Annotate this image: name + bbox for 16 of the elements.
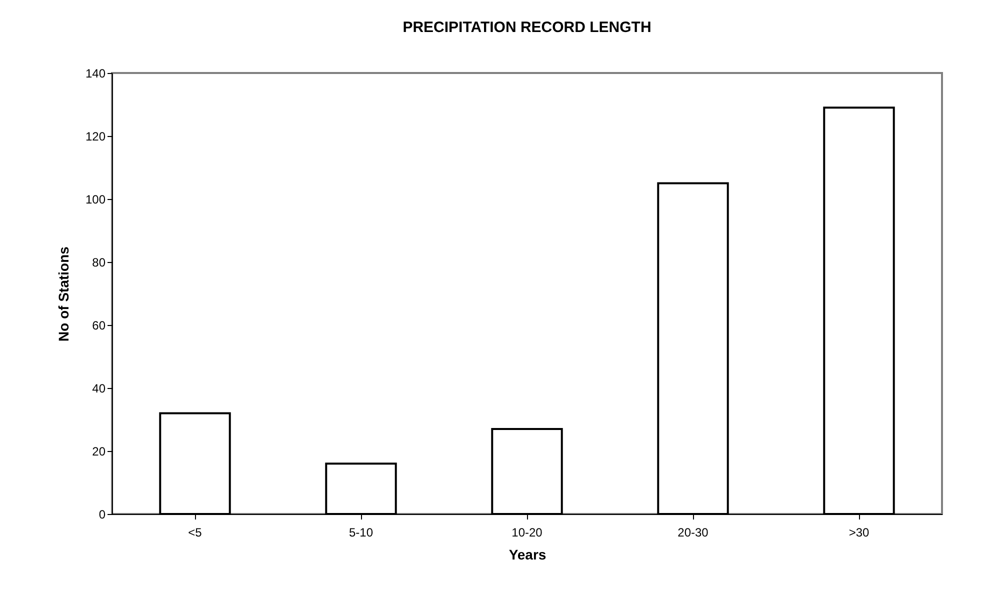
y-tick-label: 140 (85, 66, 106, 80)
x-tick-label: >30 (848, 526, 870, 540)
x-tick-label: <5 (188, 526, 202, 540)
y-tick-label: 120 (85, 130, 106, 144)
x-axis-title: Years (508, 546, 546, 562)
x-tick-label: 5-10 (348, 526, 374, 540)
x-tick-label: 20-30 (678, 526, 709, 540)
y-tick-label: 60 (92, 318, 106, 332)
y-axis-title: No of Stations (55, 246, 72, 342)
y-tick-label: 0 (98, 508, 106, 522)
x-tick-label: 10-20 (512, 526, 543, 540)
chart-title: PRECIPITATION RECORD LENGTH (402, 19, 652, 36)
y-tick-label: 80 (92, 256, 106, 270)
y-tick-label: 100 (85, 192, 106, 206)
y-tick-label: 20 (92, 444, 106, 458)
y-tick-label: 40 (92, 382, 106, 396)
